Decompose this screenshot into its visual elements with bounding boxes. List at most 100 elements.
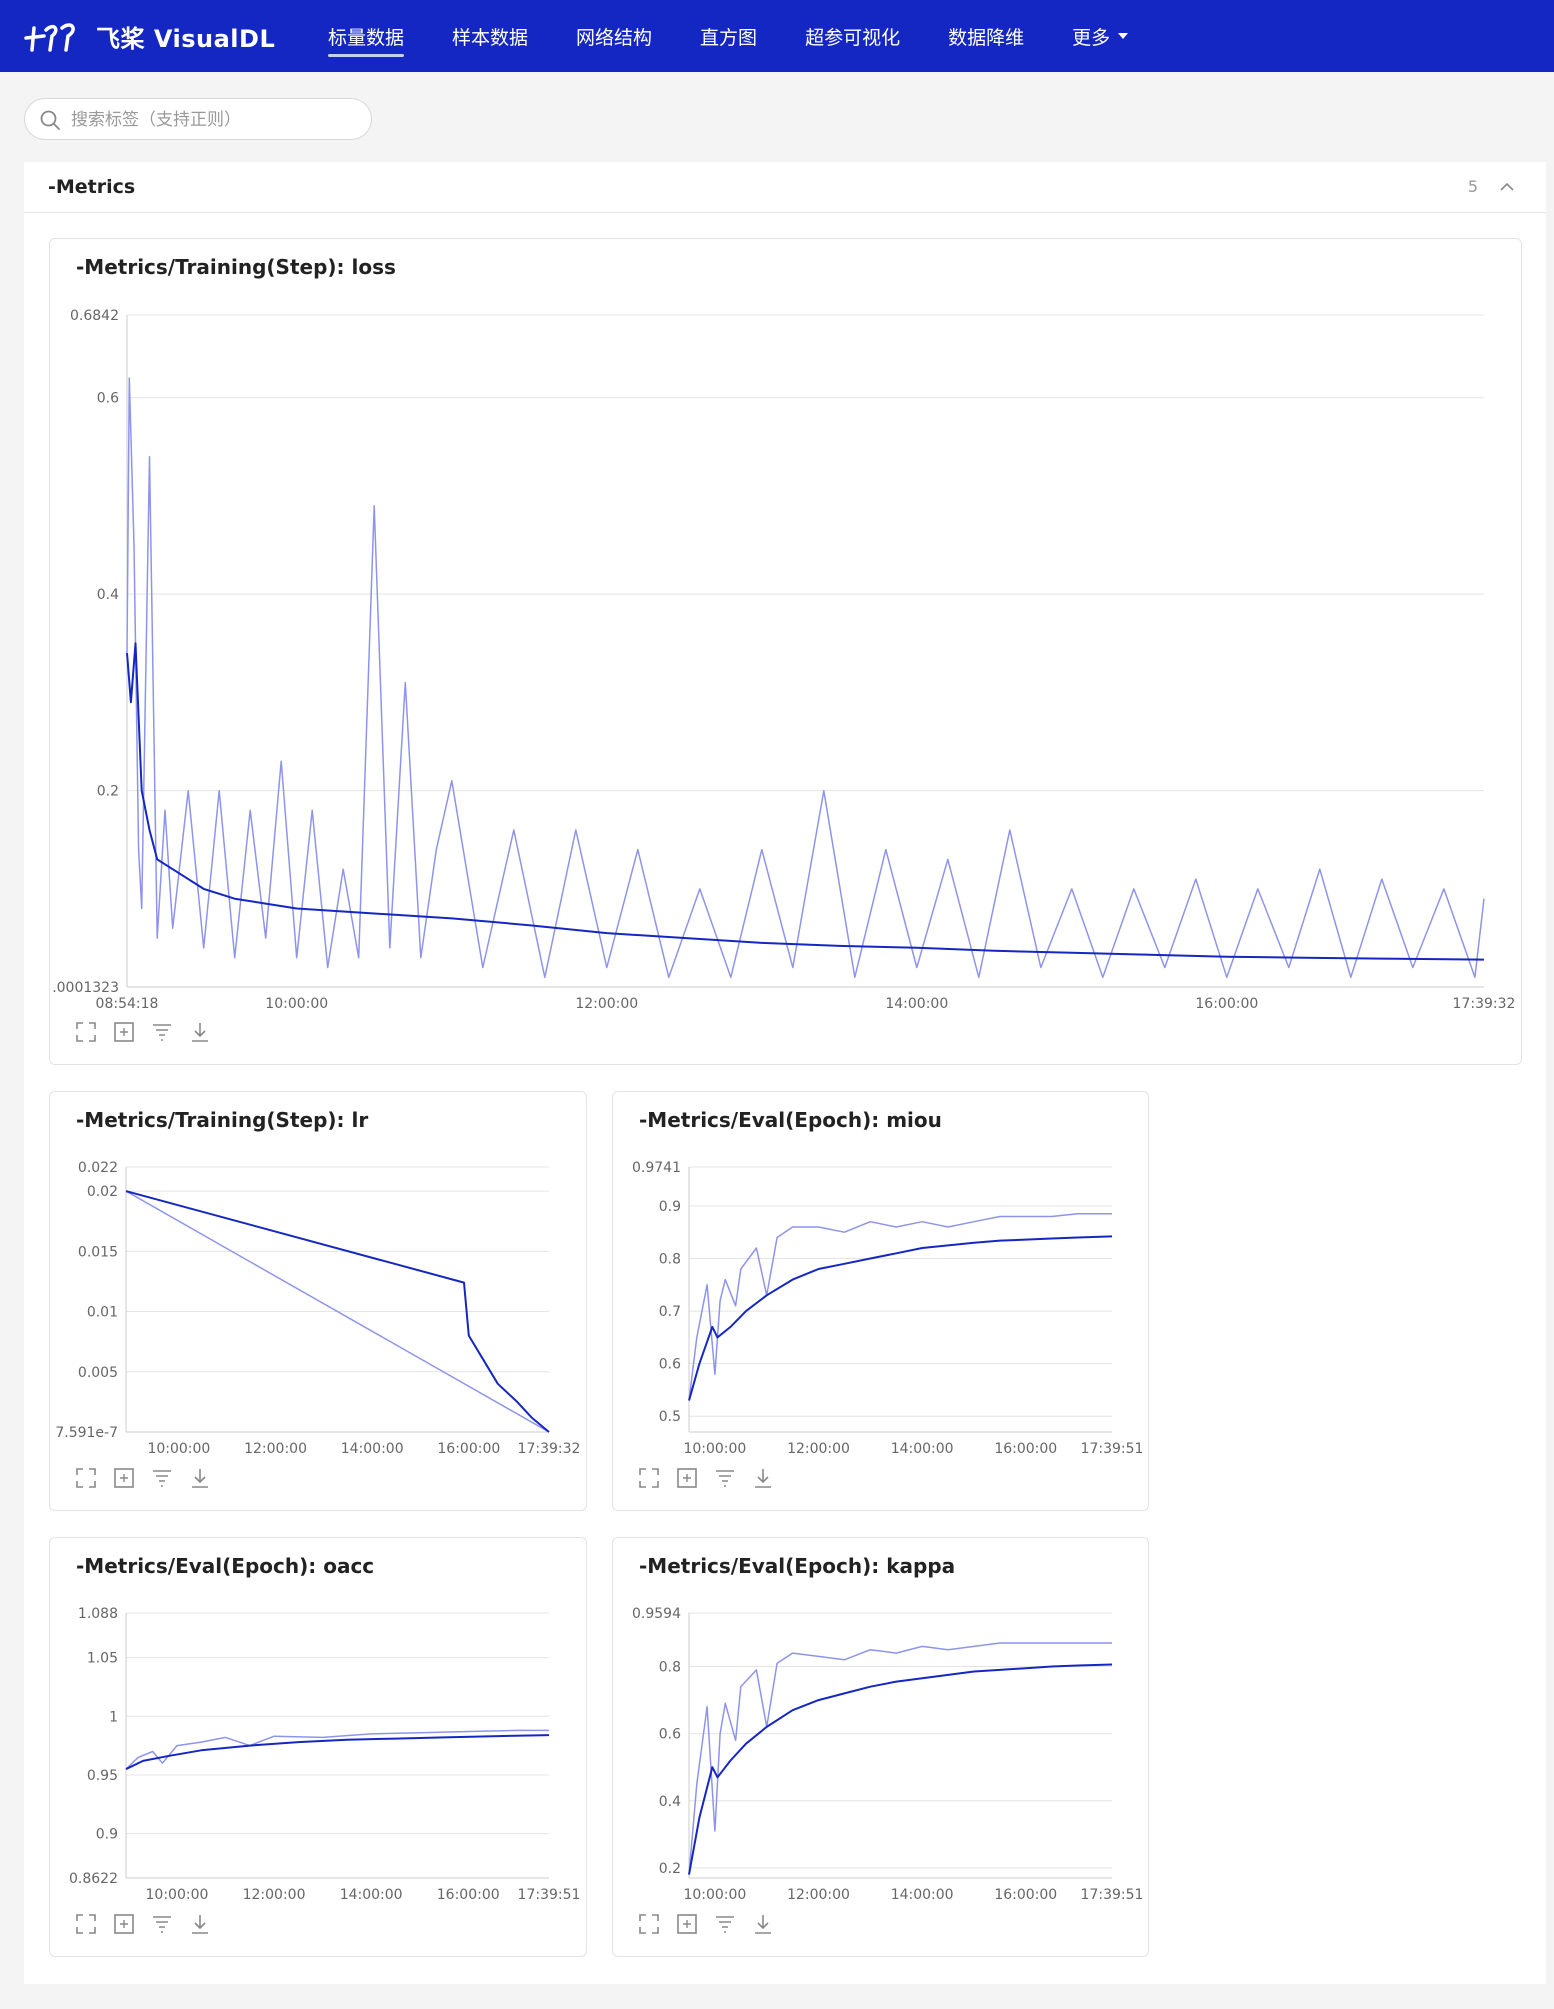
download-icon[interactable] <box>188 1912 212 1936</box>
nav-embedding[interactable]: 数据降维 <box>948 0 1024 72</box>
group-header[interactable]: -Metrics 5 <box>24 162 1546 213</box>
y-tick-label: 0.022 <box>78 1160 118 1176</box>
chart-plot-miou[interactable]: 0.9741 0.9 0.8 0.7 0.6 0.510:00:00 12:00:00 14:… <box>613 1092 1150 1512</box>
nav-more[interactable]: 更多 <box>1072 0 1129 72</box>
x-tick-label: 10:00:00 <box>683 1441 746 1457</box>
download-icon[interactable] <box>188 1020 212 1044</box>
chart-toolbar <box>637 1466 775 1490</box>
raw-series-line <box>688 1213 1112 1401</box>
nav-hparams-label: 超参可视化 <box>805 26 901 49</box>
chart-card-kappa: -Metrics/Eval(Epoch): kappa 0.9594 0.8 0.6… <box>612 1537 1149 1957</box>
expand-icon[interactable] <box>74 1466 98 1490</box>
nav-histogram-label: 直方图 <box>700 26 758 49</box>
y-tick-label: 0.6 <box>659 1727 681 1743</box>
x-tick-label: 12:00:00 <box>787 1441 850 1457</box>
x-tick-label: 17:39:51 <box>518 1887 581 1903</box>
filter-icon[interactable] <box>713 1466 737 1490</box>
filter-icon[interactable] <box>150 1020 174 1044</box>
x-tick-label: 12:00:00 <box>243 1887 306 1903</box>
tag-search[interactable] <box>24 98 372 140</box>
chart-toolbar <box>637 1912 775 1936</box>
nav-sample[interactable]: 样本数据 <box>452 0 528 72</box>
y-tick-label: 0.9 <box>96 1827 118 1843</box>
nav-graph-label: 网络结构 <box>576 26 653 49</box>
smoothed-series-line <box>126 642 1485 961</box>
x-tick-label: 16:00:00 <box>437 1441 500 1457</box>
x-tick-label: 12:00:00 <box>787 1887 850 1903</box>
reset-zoom-icon[interactable] <box>112 1020 136 1044</box>
search-icon <box>40 110 60 130</box>
y-tick-label: 1.05 <box>87 1651 118 1667</box>
x-tick-label: 17:39:51 <box>1081 1887 1144 1903</box>
y-tick-label: 0.02 <box>87 1184 118 1200</box>
chevron-up-icon[interactable] <box>1498 178 1516 196</box>
nav-scalar[interactable]: 标量数据 <box>328 0 405 72</box>
reset-zoom-icon[interactable] <box>675 1466 699 1490</box>
y-tick-label: 0.4 <box>97 587 119 603</box>
brand-logo[interactable]: 飞桨 VisualDL <box>24 14 275 58</box>
nav-graph[interactable]: 网络结构 <box>576 0 652 72</box>
chart-card-oacc: -Metrics/Eval(Epoch): oacc 1.088 1.05 1 0.9… <box>49 1537 587 1957</box>
download-icon[interactable] <box>751 1466 775 1490</box>
x-tick-label: 14:00:00 <box>341 1441 404 1457</box>
nav-sample-label: 样本数据 <box>452 26 529 49</box>
filter-icon[interactable] <box>713 1912 737 1936</box>
y-tick-label: 1 <box>109 1709 118 1725</box>
download-icon[interactable] <box>188 1466 212 1490</box>
nav-more-label: 更多 <box>1072 26 1111 49</box>
expand-icon[interactable] <box>74 1020 98 1044</box>
x-tick-label: 17:39:32 <box>518 1441 581 1457</box>
chart-title: -Metrics/Eval(Epoch): kappa <box>639 1554 956 1578</box>
y-tick-label: 7.591e-7 <box>55 1425 118 1441</box>
y-tick-label: 0.2 <box>97 784 119 800</box>
filter-icon[interactable] <box>150 1912 174 1936</box>
chart-title: -Metrics/Training(Step): loss <box>76 255 396 279</box>
y-tick-label: 1.088 <box>78 1606 118 1622</box>
search-input[interactable] <box>69 105 363 135</box>
chart-plot-lr[interactable]: 0.022 0.02 0.015 0.01 0.005 7.591e-7 10:00:00 1… <box>50 1092 588 1512</box>
top-navbar: 飞桨 VisualDL 标量数据 样本数据 网络结构 直方图 超参可视化 数据降… <box>0 0 1554 72</box>
x-tick-label: 16:00:00 <box>1195 996 1258 1012</box>
filter-icon[interactable] <box>150 1466 174 1490</box>
reset-zoom-icon[interactable] <box>112 1912 136 1936</box>
y-tick-label: 0.8 <box>659 1252 681 1268</box>
reset-zoom-icon[interactable] <box>675 1912 699 1936</box>
x-tick-label: 14:00:00 <box>340 1887 403 1903</box>
y-tick-label: .0001323 <box>52 980 119 996</box>
x-tick-label: 16:00:00 <box>437 1887 500 1903</box>
y-tick-label: 0.9594 <box>632 1606 681 1622</box>
x-tick-label: 17:39:32 <box>1453 996 1516 1012</box>
y-tick-label: 0.2 <box>659 1861 681 1877</box>
reset-zoom-icon[interactable] <box>112 1466 136 1490</box>
x-tick-label: 10:00:00 <box>147 1441 210 1457</box>
expand-icon[interactable] <box>637 1466 661 1490</box>
brand-name: 飞桨 VisualDL <box>96 24 276 53</box>
y-tick-label: 0.8 <box>659 1660 681 1676</box>
chart-plot-oacc[interactable]: 1.088 1.05 1 0.95 0.9 0.8622 10:00:00 12:00:00 1… <box>50 1538 588 1958</box>
group-title: -Metrics <box>48 176 136 198</box>
nav-histogram[interactable]: 直方图 <box>700 0 757 72</box>
download-icon[interactable] <box>751 1912 775 1936</box>
expand-icon[interactable] <box>637 1912 661 1936</box>
chart-plot-kappa[interactable]: 0.9594 0.8 0.6 0.4 0.210:00:00 12:00:00 14:00:… <box>613 1538 1150 1958</box>
smoothed-series-line <box>688 1663 1113 1875</box>
caret-down-icon <box>1118 33 1129 39</box>
nav-hparams[interactable]: 超参可视化 <box>805 0 900 72</box>
y-tick-label: 0.6842 <box>70 308 119 324</box>
x-tick-label: 16:00:00 <box>994 1441 1057 1457</box>
y-tick-label: 0.8622 <box>69 1871 118 1887</box>
y-tick-label: 0.005 <box>78 1365 118 1381</box>
chart-title: -Metrics/Training(Step): lr <box>76 1108 369 1132</box>
chart-toolbar <box>74 1466 212 1490</box>
nav-embedding-label: 数据降维 <box>948 26 1025 49</box>
expand-icon[interactable] <box>74 1912 98 1936</box>
chart-toolbar <box>74 1020 212 1044</box>
x-tick-label: 14:00:00 <box>885 996 948 1012</box>
y-tick-label: 0.6 <box>659 1357 681 1373</box>
nav-scalar-label: 标量数据 <box>328 26 405 49</box>
raw-series-line <box>125 1190 550 1433</box>
x-tick-label: 10:00:00 <box>683 1887 746 1903</box>
raw-series-line <box>688 1642 1112 1875</box>
x-tick-label: 10:00:00 <box>146 1887 209 1903</box>
